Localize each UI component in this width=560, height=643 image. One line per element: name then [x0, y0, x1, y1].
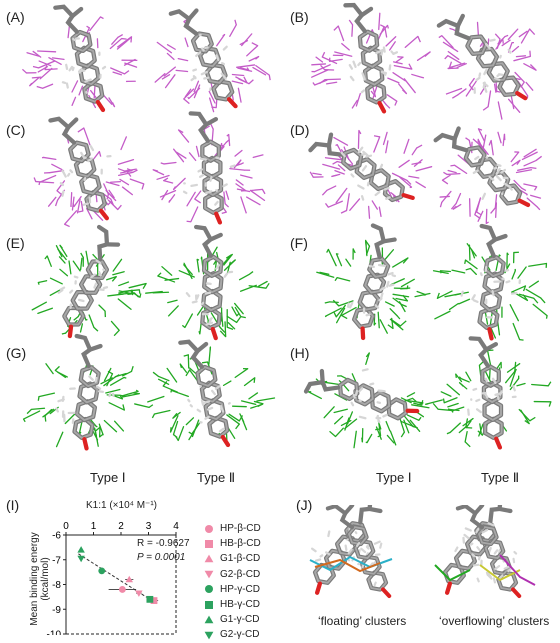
legend-marker: [205, 555, 214, 563]
molecule-render: [430, 220, 547, 340]
molecule-render: [151, 107, 265, 223]
molecule-render: [434, 119, 541, 224]
molecule-render: [426, 332, 551, 448]
legend-marker: [205, 632, 214, 640]
legend-label: G2-γ-CD: [220, 629, 259, 640]
legend-marker: [205, 601, 213, 609]
legend-item: G2-β-CD: [203, 567, 293, 582]
legend-label: G1-β-CD: [220, 553, 260, 564]
type-label-4: Type Ⅱ: [481, 470, 519, 486]
data-point: [126, 576, 133, 582]
x-tick-label: 0: [63, 521, 69, 532]
stat-r: R = -0.9627: [137, 538, 190, 549]
caption-overflowing: ‘overflowing’ clusters: [439, 614, 549, 628]
legend-label: G2-β-CD: [220, 569, 260, 580]
y-tick-label: -10: [47, 630, 62, 636]
stat-p: P = 0.0001: [137, 552, 185, 563]
legend-marker: [205, 615, 214, 623]
cluster-render: [420, 505, 535, 596]
y-tick-label: -8: [52, 580, 61, 591]
type-label-3: Type Ⅰ: [376, 470, 412, 486]
legend-marker: [205, 525, 213, 533]
data-point: [146, 596, 153, 603]
legend-item: G2-γ-CD: [203, 627, 293, 642]
molecule-render: [438, 11, 536, 119]
legend-item: G1-γ-CD: [203, 612, 293, 627]
legend-item: HB-β-CD: [203, 536, 293, 551]
legend-marker: [205, 571, 214, 579]
legend-marker: [205, 540, 213, 548]
x-tick-label: 2: [118, 521, 124, 532]
legend-marker: [205, 585, 213, 593]
molecule-render: [312, 0, 431, 111]
x-tick-label: 1: [91, 521, 97, 532]
molecular-structures: [0, 0, 560, 470]
data-point: [98, 567, 105, 574]
legend-label: HP-β-CD: [220, 523, 261, 534]
molecule-render: [24, 330, 153, 448]
molecule-render: [30, 113, 144, 226]
chart-legend: HP-β-CD HB-β-CD G1-β-CD G2-β-CD HP-γ-CD HB-γ-…: [203, 521, 293, 643]
y-tick-label: -7: [52, 555, 61, 566]
panel-label-i: (I): [6, 497, 19, 513]
legend-item: HP-β-CD: [203, 521, 293, 536]
molecule-render: [148, 336, 275, 447]
molecule-render: [302, 339, 429, 456]
type-label-1: Type Ⅰ: [90, 470, 126, 486]
x-tick-label: 4: [173, 521, 179, 532]
molecule-render: [312, 221, 430, 338]
legend-item: G1-β-CD: [203, 551, 293, 566]
y-tick-label: -6: [52, 531, 61, 542]
x-axis-title: K1:1 (×10⁴ M⁻¹): [86, 500, 157, 511]
data-point: [119, 586, 126, 593]
molecule-render: [155, 6, 270, 111]
data-point: [135, 590, 142, 596]
molecule-render: [146, 221, 269, 338]
molecule-render: [308, 116, 432, 225]
x-tick-label: 3: [146, 521, 152, 532]
caption-floating: ‘floating’ clusters: [318, 614, 406, 628]
legend-label: HB-β-CD: [220, 538, 261, 549]
legend-item: HB-γ-CD: [203, 597, 293, 612]
molecule-render: [22, 1, 137, 110]
legend-label: HP-γ-CD: [220, 584, 260, 595]
legend-item: HP-γ-CD: [203, 582, 293, 597]
data-point: [77, 556, 84, 562]
cluster-render: [290, 505, 404, 596]
legend-label: HB-γ-CD: [220, 599, 260, 610]
legend-label: G1-γ-CD: [220, 614, 259, 625]
y-tick-label: -9: [52, 605, 61, 616]
type-label-2: Type Ⅱ: [197, 470, 235, 486]
data-point: [77, 546, 84, 552]
cluster-structures: [290, 505, 560, 605]
molecule-render: [30, 223, 146, 336]
